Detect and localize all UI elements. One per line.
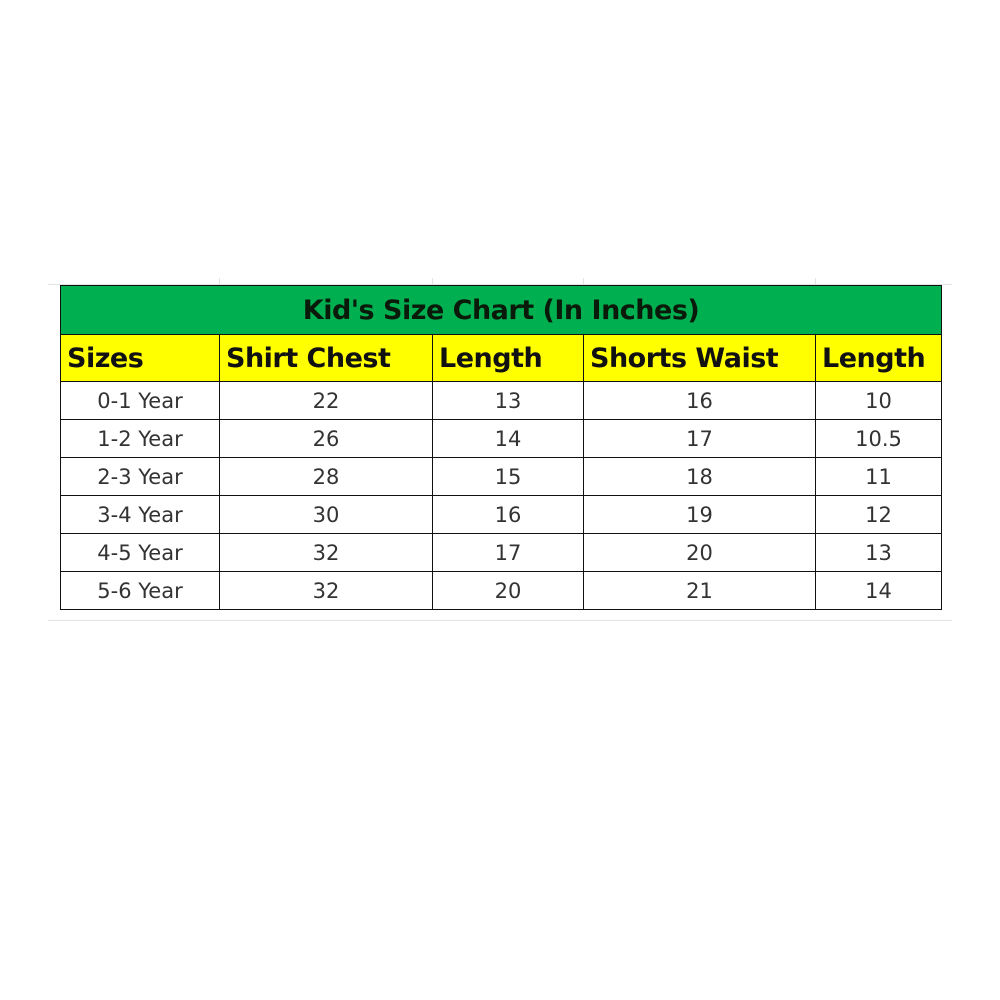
table-row: 1-2 Year 26 14 17 10.5 (60, 419, 943, 458)
table-row: 5-6 Year 32 20 21 14 (60, 571, 943, 610)
shirt-chest-cell: 32 (219, 533, 433, 572)
size-cell: 5-6 Year (60, 571, 220, 610)
table-row: 4-5 Year 32 17 20 13 (60, 533, 943, 572)
shorts-length-cell: 10.5 (814, 419, 943, 458)
shorts-length-cell: 12 (814, 495, 943, 534)
shorts-length-cell: 10 (814, 381, 943, 420)
gridline (48, 284, 952, 285)
gridline (815, 278, 816, 286)
size-cell: 4-5 Year (60, 533, 220, 572)
table-row: 0-1 Year 22 13 16 10 (60, 381, 943, 420)
shirt-length-cell: 13 (432, 381, 584, 420)
header-shorts-length: Length (814, 334, 943, 382)
title-row: Kid's Size Chart (In Inches) (59, 285, 943, 335)
gridline (432, 278, 433, 286)
table-title: Kid's Size Chart (In Inches) (59, 285, 943, 335)
shirt-chest-cell: 28 (219, 457, 433, 496)
shirt-length-cell: 14 (432, 419, 584, 458)
shirt-chest-cell: 26 (219, 419, 433, 458)
shirt-chest-cell: 30 (219, 495, 433, 534)
shirt-length-cell: 16 (432, 495, 584, 534)
shorts-waist-cell: 19 (583, 495, 816, 534)
shirt-chest-cell: 32 (219, 571, 433, 610)
shorts-waist-cell: 21 (583, 571, 816, 610)
shorts-waist-cell: 20 (583, 533, 816, 572)
size-cell: 2-3 Year (60, 457, 220, 496)
header-sizes: Sizes (60, 334, 220, 382)
size-chart-table: Kid's Size Chart (In Inches) Sizes Shirt… (59, 285, 943, 610)
shorts-waist-cell: 17 (583, 419, 816, 458)
gridline (219, 278, 220, 286)
shorts-waist-cell: 16 (583, 381, 816, 420)
shorts-waist-cell: 18 (583, 457, 816, 496)
shorts-length-cell: 11 (814, 457, 943, 496)
shirt-length-cell: 15 (432, 457, 584, 496)
gridline (583, 278, 584, 286)
gridline (48, 620, 952, 621)
header-row: Sizes Shirt Chest Length Shorts Waist Le… (60, 334, 943, 382)
size-cell: 0-1 Year (60, 381, 220, 420)
shirt-length-cell: 17 (432, 533, 584, 572)
size-cell: 1-2 Year (60, 419, 220, 458)
table-row: 3-4 Year 30 16 19 12 (60, 495, 943, 534)
header-shirt-length: Length (432, 334, 584, 382)
shorts-length-cell: 13 (814, 533, 943, 572)
shirt-chest-cell: 22 (219, 381, 433, 420)
shorts-length-cell: 14 (814, 571, 943, 610)
table-row: 2-3 Year 28 15 18 11 (60, 457, 943, 496)
header-shorts-waist: Shorts Waist (583, 334, 816, 382)
size-cell: 3-4 Year (60, 495, 220, 534)
header-shirt-chest: Shirt Chest (219, 334, 433, 382)
shirt-length-cell: 20 (432, 571, 584, 610)
